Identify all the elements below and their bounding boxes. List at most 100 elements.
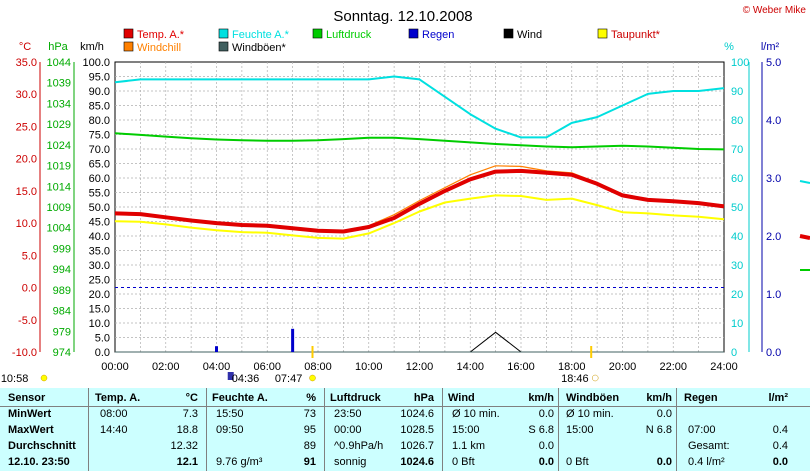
table-cell: 0.4	[772, 424, 788, 436]
table-cell: 15:00	[566, 424, 594, 436]
table-cell: 1026.7	[400, 440, 434, 452]
table-cell: 0.0	[538, 440, 554, 452]
temp-tick-label: 25.0	[16, 121, 37, 133]
table-header-cell: Sensor	[8, 392, 46, 404]
hpa-tick-label: 1034	[47, 98, 71, 110]
table-header-cell: l/m²	[768, 392, 788, 404]
wind-tick-label: 5.0	[95, 333, 110, 345]
table-header-cell: Temp. A.	[95, 392, 141, 404]
table-row-label: MinWert	[8, 408, 52, 420]
wind-tick-label: 95.0	[89, 72, 110, 84]
temp-tick-label: -5.0	[18, 315, 37, 327]
wind-tick-label: 60.0	[89, 173, 110, 185]
legend-label: Feuchte A.*	[232, 29, 290, 41]
table-header-cell: %	[306, 392, 316, 404]
hpa-tick-label: 1044	[47, 57, 71, 69]
table-cell: 9.76 g/m³	[216, 456, 263, 468]
table-row-label: Durchschnitt	[8, 440, 76, 452]
x-tick-label: 06:00	[253, 361, 281, 373]
legend-swatch	[503, 28, 514, 39]
table-cell: 73	[303, 408, 316, 420]
chart-series	[114, 75, 725, 353]
x-tick-label: 00:00	[101, 361, 129, 373]
legend-label: Luftdruck	[326, 29, 372, 41]
temp-tick-label: 30.0	[16, 89, 37, 101]
humidity-tick-label: 70	[731, 144, 743, 156]
table-cell: 07:00	[688, 424, 716, 436]
legend-label: Regen	[422, 29, 454, 41]
x-tick-label: 12:00	[406, 361, 434, 373]
table-cell: 95	[303, 424, 316, 436]
table-cell: 18.8	[176, 424, 198, 436]
moonset-icon	[40, 374, 48, 382]
table-cell: 0.0	[538, 456, 554, 468]
humidity-tick-label: 40	[731, 231, 743, 243]
hpa-tick-label: 1024	[47, 140, 71, 152]
hpa-tick-label: 989	[53, 285, 71, 297]
table-cell: 0.4 l/m²	[688, 456, 725, 468]
humidity-tick-label: 20	[731, 289, 743, 301]
weather-chart: Sonntag. 12.10.2008 © Weber Mike Temp. A…	[0, 5, 810, 385]
table-header-cell: km/h	[646, 392, 672, 404]
chart-axes: 35.0 30.0 25.0 20.0 15.0 10.0 5.0 0.0 -5.0 -10.0 1…	[12, 57, 781, 373]
series-line	[114, 194, 725, 240]
sunset-time: 18:46	[561, 373, 589, 385]
table-cell: ^0.9hPa/h	[334, 440, 384, 452]
hpa-tick-label: 1029	[47, 119, 71, 131]
table-cell: 0.0	[656, 456, 672, 468]
wind-tick-label: 15.0	[89, 304, 110, 316]
humidity-tick-label: 50	[731, 202, 743, 214]
moonset-time: 10:58	[1, 373, 29, 385]
table-cell: S 6.8	[528, 424, 554, 436]
rain-axis-label: l/m²	[761, 41, 780, 53]
table-column-separator	[88, 388, 89, 471]
temp-tick-label: -10.0	[12, 347, 37, 359]
humidity-tick-label: 60	[731, 173, 743, 185]
table-header-cell: Feuchte A.	[212, 392, 268, 404]
table-cell: 0 Bft	[566, 456, 589, 468]
table-cell: 7.3	[182, 408, 198, 420]
rain-tick-label: 5.0	[766, 57, 781, 69]
legend-label: Wind	[517, 29, 542, 41]
hpa-tick-label: 979	[53, 326, 71, 338]
x-tick-label: 18:00	[558, 361, 586, 373]
table-column-separator	[206, 388, 207, 471]
moonrise-time: 04:36	[232, 373, 260, 385]
wind-tick-label: 35.0	[89, 246, 110, 258]
hpa-tick-label: 994	[53, 264, 71, 276]
sunrise-icon	[309, 374, 316, 382]
wind-tick-label: 50.0	[89, 202, 110, 214]
table-cell: 0.4	[772, 440, 788, 452]
legend-swatch	[123, 28, 134, 39]
temp-tick-label: 35.0	[16, 57, 37, 69]
series-line	[114, 168, 725, 234]
hpa-tick-label: 1039	[47, 78, 71, 90]
table-cell: 12.32	[170, 440, 198, 452]
wind-tick-label: 20.0	[89, 289, 110, 301]
temp-tick-label: 20.0	[16, 154, 37, 166]
series-line	[114, 75, 725, 139]
table-cell: 89	[303, 440, 316, 452]
hpa-tick-label: 1019	[47, 161, 71, 173]
legend-swatch	[312, 28, 323, 39]
rain-tick-label: 4.0	[766, 115, 781, 127]
wind-tick-label: 75.0	[89, 130, 110, 142]
hpa-tick-label: 999	[53, 243, 71, 255]
table-cell: Gesamt:	[688, 440, 730, 452]
x-tick-label: 24:00	[710, 361, 738, 373]
humidity-tick-label: 0	[731, 347, 737, 359]
legend-swatch	[123, 41, 134, 52]
table-cell: 1028.5	[400, 424, 434, 436]
credit-text: © Weber Mike	[743, 5, 807, 16]
table-cell: sonnig	[334, 456, 367, 468]
statistics-table: Sensor Temp. A. °C Feuchte A.% Luftdruck hPa W…	[0, 388, 810, 471]
edge-humidity-stub	[799, 180, 810, 184]
hpa-tick-label: 984	[53, 306, 71, 318]
series-line	[114, 132, 725, 151]
rain-tick-label: 1.0	[766, 289, 781, 301]
table-cell: 0.0	[538, 408, 554, 420]
table-header-cell: °C	[185, 392, 198, 404]
table-cell: 0.0	[772, 456, 788, 468]
humidity-tick-label: 30	[731, 260, 743, 272]
table-cell: N 6.8	[645, 424, 672, 436]
